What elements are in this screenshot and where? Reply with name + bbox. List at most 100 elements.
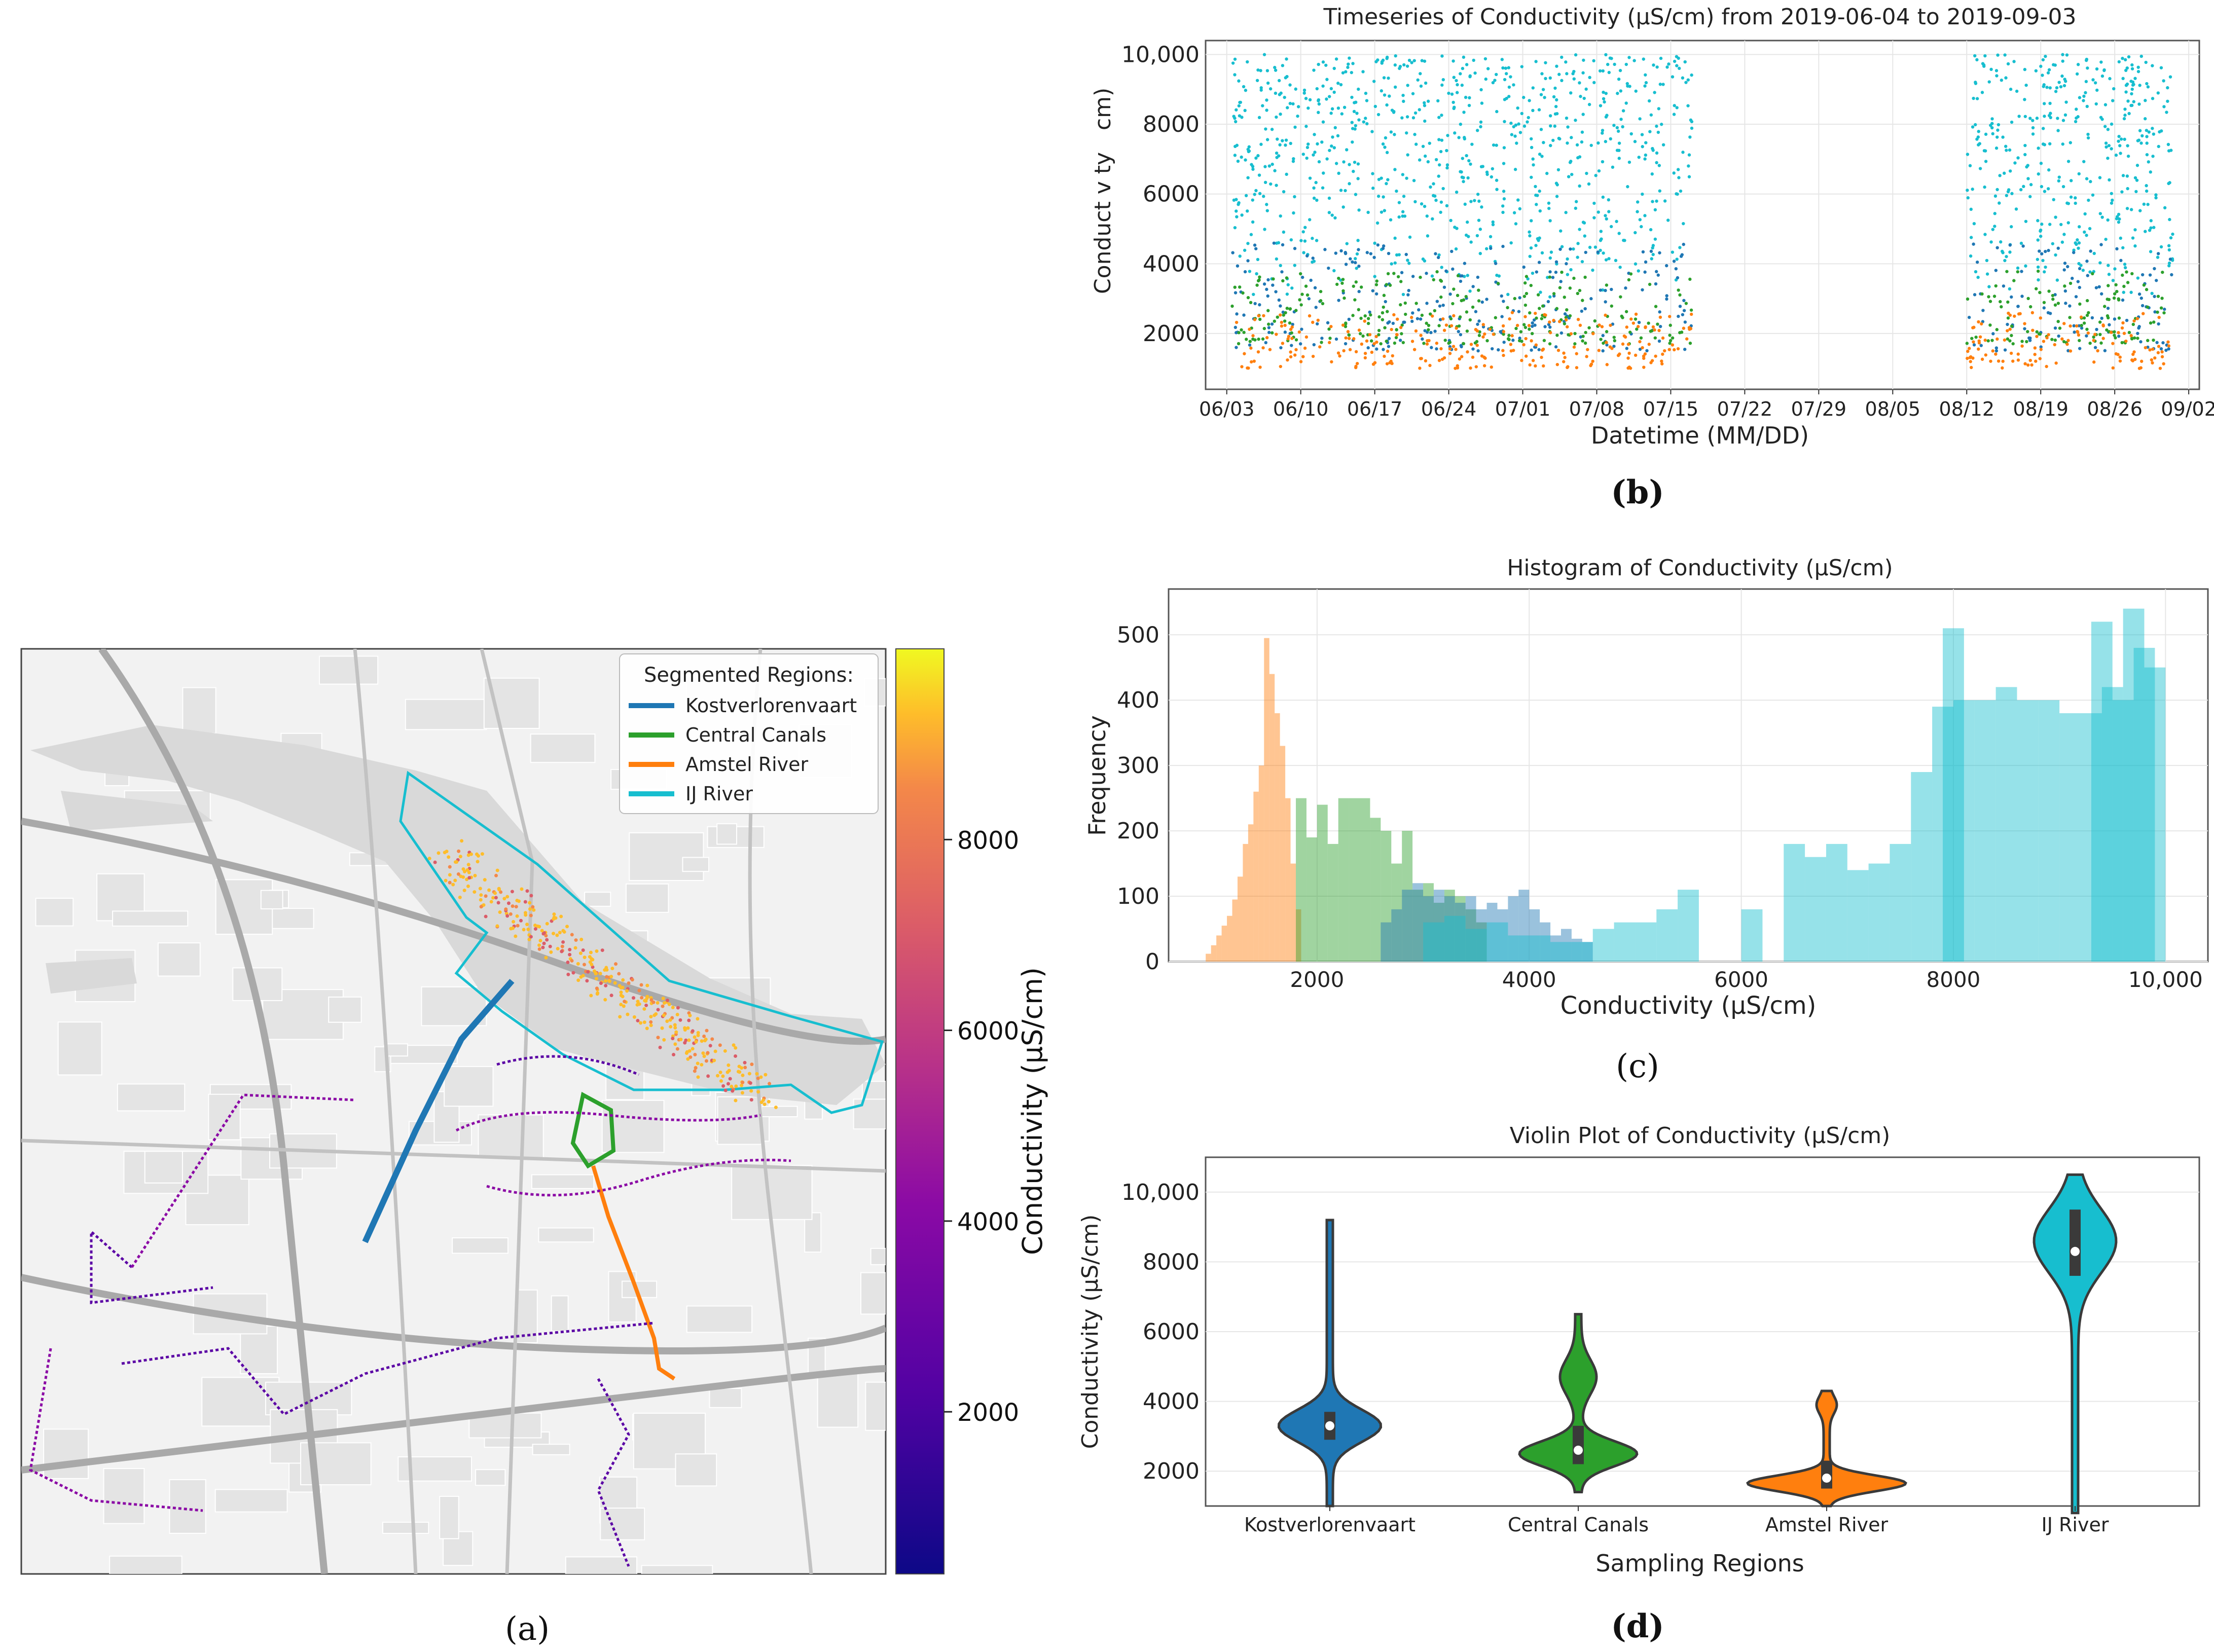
conductivity-dot [453, 878, 457, 883]
timeseries-point [1388, 320, 1391, 324]
timeseries-point [2039, 234, 2043, 238]
timeseries-point [2131, 236, 2135, 240]
timeseries-point [1354, 364, 1358, 368]
timeseries-point [1967, 315, 1971, 319]
timeseries-point [2104, 141, 2108, 145]
timeseries-xtick-label: 07/01 [1495, 398, 1551, 420]
timeseries-point [1530, 137, 1533, 141]
timeseries-point [1410, 319, 1414, 323]
conductivity-dot [467, 876, 471, 880]
timeseries-point [2100, 215, 2104, 219]
timeseries-point [1605, 217, 1608, 221]
timeseries-point [1351, 127, 1355, 130]
conductivity-dot [529, 894, 533, 898]
timeseries-point [1501, 349, 1505, 352]
timeseries-point [2048, 86, 2052, 90]
timeseries-point [2130, 63, 2134, 67]
conductivity-dot [743, 1066, 747, 1070]
timeseries-point [1517, 310, 1521, 313]
timeseries-point [1303, 239, 1307, 243]
timeseries-point [2088, 227, 2092, 231]
timeseries-point [1518, 207, 1522, 211]
conductivity-dot [721, 1084, 725, 1088]
timeseries-point [1615, 219, 1618, 224]
timeseries-point [1969, 207, 1973, 211]
timeseries-point [2142, 312, 2145, 315]
timeseries-point [2139, 297, 2144, 300]
caption-d-letter: d [1626, 1607, 1649, 1645]
timeseries-point [2053, 303, 2057, 307]
timeseries-point [1261, 104, 1264, 107]
timeseries-point [1282, 313, 1285, 317]
timeseries-point [2056, 246, 2060, 250]
timeseries-point [1304, 284, 1308, 288]
timeseries-point [2062, 233, 2066, 236]
timeseries-point [1567, 175, 1571, 178]
timeseries-point [2059, 85, 2063, 89]
timeseries-point [1248, 340, 1252, 343]
timeseries-point [1410, 316, 1413, 319]
timeseries-point [1535, 203, 1538, 206]
histogram-bar [2144, 667, 2166, 962]
timeseries-point [1554, 260, 1558, 264]
timeseries-point [1544, 61, 1547, 64]
timeseries-point [1509, 241, 1513, 245]
timeseries-point [2153, 310, 2157, 314]
timeseries-point [1966, 189, 1969, 192]
timeseries-point [1484, 247, 1489, 250]
timeseries-point [2162, 79, 2165, 83]
timeseries-point [1476, 322, 1479, 326]
conductivity-dot [589, 950, 593, 955]
timeseries-point [2082, 160, 2086, 163]
timeseries-point [1534, 244, 1538, 247]
timeseries-point [1318, 345, 1322, 349]
timeseries-point [1613, 62, 1616, 66]
timeseries-point [1341, 71, 1345, 75]
timeseries-point [2099, 243, 2103, 246]
timeseries-point [1479, 88, 1483, 92]
timeseries-point [1351, 62, 1355, 65]
timeseries-point [1568, 161, 1572, 164]
violin-title: Violin Plot of Conductivity (μS/cm) [1510, 1123, 1891, 1149]
timeseries-point [1474, 365, 1478, 369]
timeseries-point [1463, 202, 1467, 206]
conductivity-dot [619, 1003, 623, 1007]
timeseries-point [2152, 226, 2156, 229]
conductivity-dot [713, 1049, 717, 1053]
timeseries-point [1994, 284, 1998, 288]
timeseries-point [1356, 162, 1360, 166]
timeseries-point [1357, 248, 1360, 251]
timeseries-point [1481, 335, 1485, 339]
timeseries-point [1507, 334, 1511, 337]
timeseries-point [1334, 162, 1338, 165]
conductivity-dot [662, 1038, 666, 1042]
timeseries-point [1252, 359, 1256, 363]
timeseries-point [1995, 74, 1999, 78]
timeseries-point [1531, 157, 1535, 161]
timeseries-point [1284, 138, 1288, 142]
timeseries-point [1278, 143, 1282, 146]
timeseries-point [1626, 356, 1630, 360]
timeseries-point [2054, 361, 2058, 365]
timeseries-point [2053, 63, 2057, 67]
timeseries-point [1473, 199, 1476, 202]
timeseries-point [1552, 294, 1556, 298]
timeseries-point [1552, 95, 1556, 99]
timeseries-point [2062, 268, 2066, 272]
timeseries-point [2157, 345, 2161, 348]
conductivity-dot [594, 972, 598, 976]
timeseries-point [1425, 214, 1429, 218]
violin-ytick-label: 8000 [1143, 1249, 1200, 1275]
timeseries-point [2009, 87, 2013, 91]
timeseries-point [1279, 264, 1282, 268]
timeseries-point [2033, 346, 2037, 350]
timeseries-point [1518, 339, 1521, 343]
timeseries-point [1424, 359, 1428, 363]
timeseries-point [1676, 276, 1680, 280]
timeseries-point [1407, 58, 1411, 62]
timeseries-point [1552, 292, 1556, 296]
conductivity-dot [642, 1020, 646, 1024]
timeseries-point [1562, 360, 1566, 363]
timeseries-point [1620, 314, 1623, 318]
conductivity-dot [613, 981, 617, 985]
